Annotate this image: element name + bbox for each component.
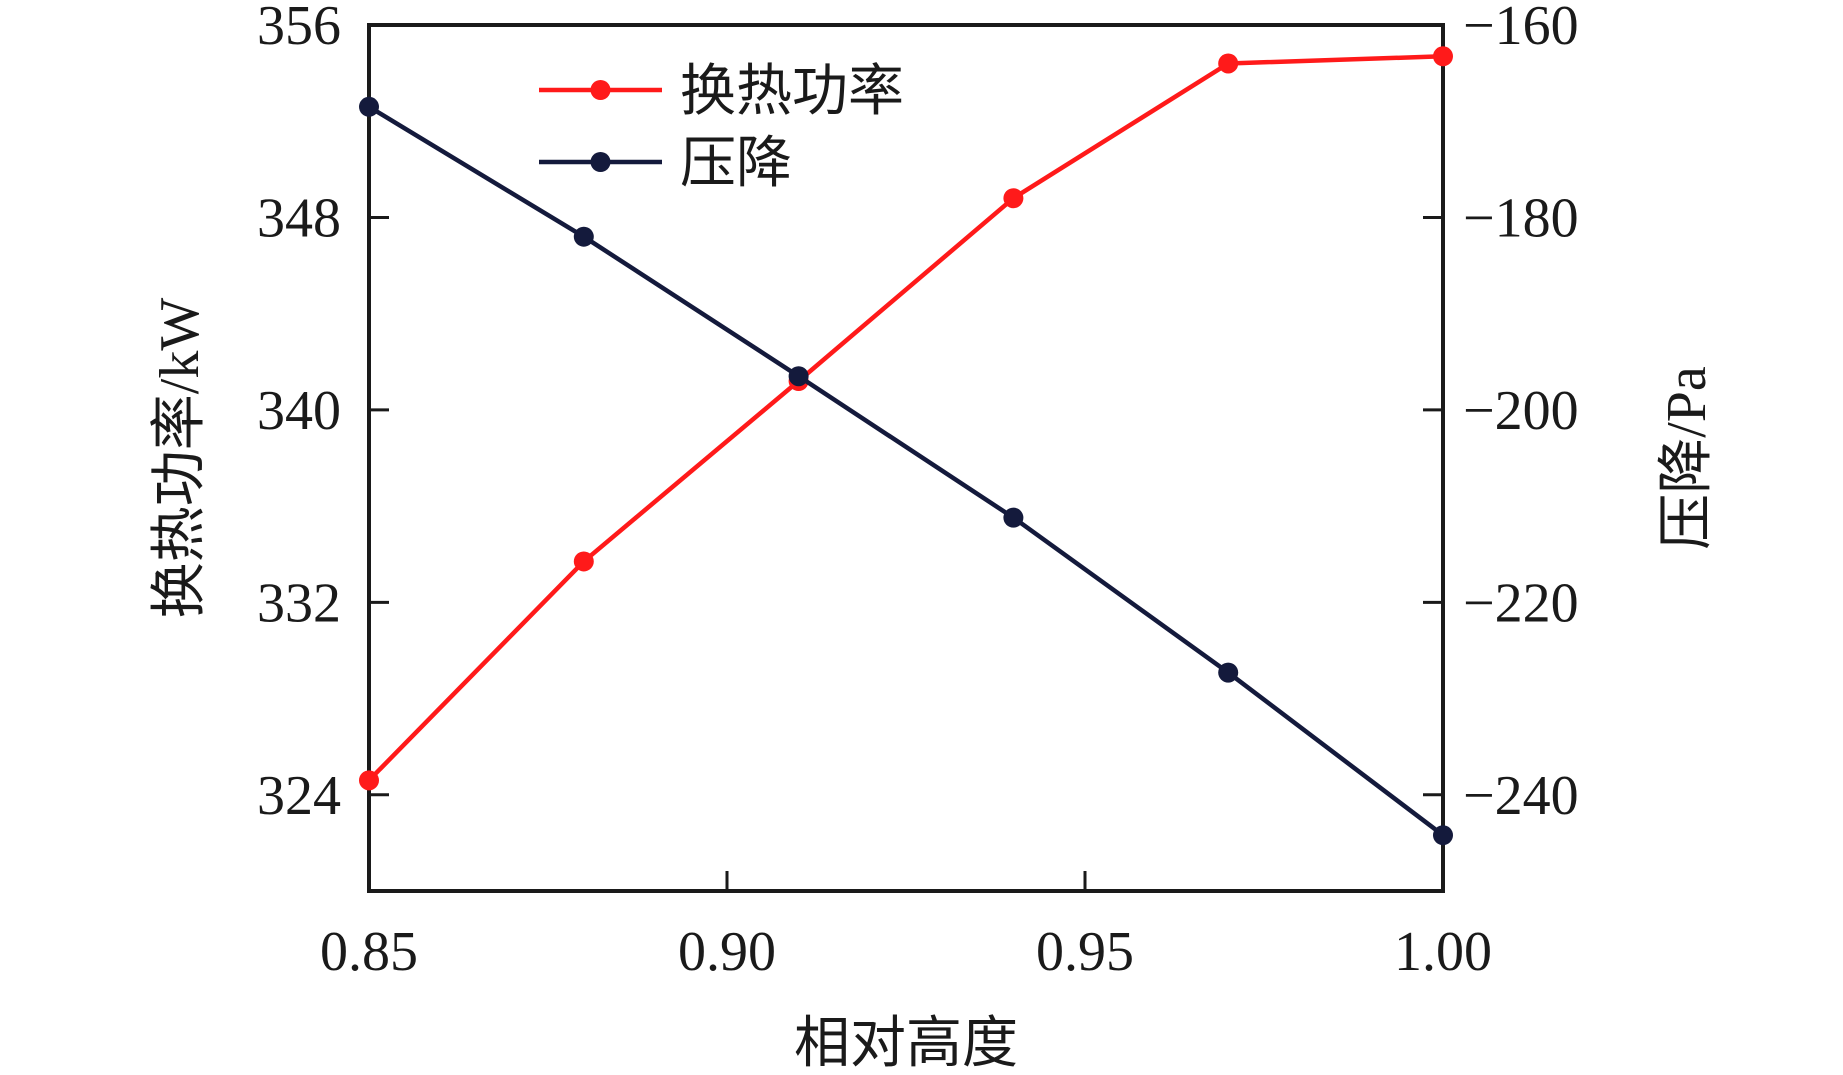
y-right-tick-label: −160	[1463, 0, 1579, 57]
data-point-pressure-drop	[359, 96, 379, 117]
y-right-tick-label: −200	[1463, 380, 1579, 442]
data-point-pressure-drop	[1003, 507, 1024, 528]
x-tick-label: 0.90	[678, 921, 776, 983]
legend-label-heat-power: 换热功率	[680, 61, 904, 123]
y-left-tick-label: 340	[257, 380, 341, 442]
data-point-heat-power	[1003, 188, 1024, 209]
x-tick-label: 0.85	[320, 921, 418, 983]
legend-marker-heat-power	[590, 80, 611, 100]
x-axis-title: 相对高度	[794, 1013, 1018, 1070]
axes-layer: 0.85 0.90 0.95 1.00 356 348 340 332 324 −160 −180 −…	[257, 0, 1579, 983]
data-point-heat-power	[1218, 53, 1239, 74]
legend-label-pressure-drop: 压降	[680, 133, 792, 195]
plot-frame	[367, 23, 1445, 893]
legend-marker-pressure-drop	[590, 152, 611, 172]
x-tick-label: 0.95	[1036, 921, 1134, 983]
data-point-pressure-drop	[1218, 662, 1239, 683]
series-layer	[359, 46, 1453, 846]
y-left-tick-label: 348	[257, 187, 341, 249]
data-point-heat-power	[573, 551, 594, 572]
data-point-pressure-drop	[788, 366, 809, 387]
y-left-axis-title: 换热功率/kW	[149, 298, 211, 619]
x-tick-label: 1.00	[1394, 921, 1492, 983]
y-left-tick-label: 324	[257, 765, 341, 827]
data-point-heat-power	[1433, 46, 1453, 67]
y-right-tick-label: −220	[1463, 572, 1579, 634]
y-right-tick-label: −180	[1463, 187, 1579, 249]
y-left-tick-label: 356	[257, 0, 341, 57]
series-line-pressure-drop	[367, 104, 1445, 837]
y-right-axis-title: 压降/Pa	[1656, 366, 1718, 550]
data-point-pressure-drop	[573, 226, 594, 247]
data-point-heat-power	[359, 770, 379, 791]
y-left-tick-label: 332	[257, 572, 341, 634]
y-right-tick-label: −240	[1463, 765, 1579, 827]
data-point-pressure-drop	[1433, 825, 1453, 846]
series-line-heat-power	[367, 54, 1444, 782]
